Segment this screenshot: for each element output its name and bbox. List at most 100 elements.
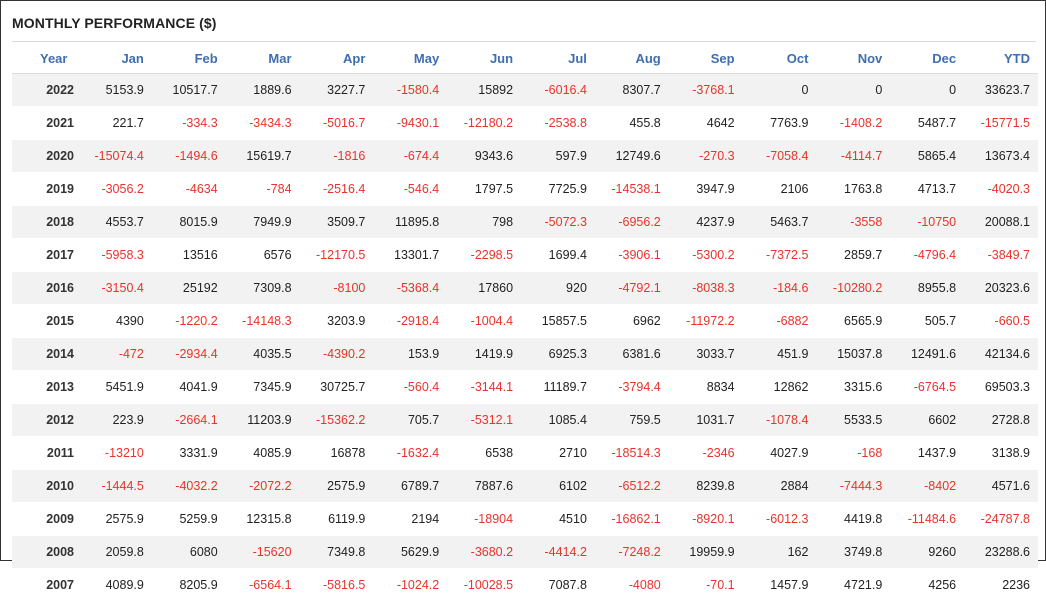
value-cell-dec: 9260 <box>890 535 965 569</box>
value-cell-dec: 0 <box>890 73 965 107</box>
value-cell-dec: -10750 <box>890 205 965 239</box>
value-cell-jul: 6925.3 <box>521 337 595 371</box>
value-cell-nov: -4114.7 <box>816 139 891 173</box>
value-cell-mar: -14148.3 <box>225 304 300 338</box>
value-cell-jan: -3056.2 <box>78 172 152 206</box>
value-cell-feb: 5259.9 <box>151 502 226 536</box>
value-cell-aug: 6962 <box>594 304 669 338</box>
table-row: 2020 -15074.4 -1494.6 15619.7 -1816 -674.4 934… <box>12 139 1038 173</box>
value-cell-oct: 451.9 <box>742 337 817 371</box>
value-cell-ytd: -15771.5 <box>964 106 1038 140</box>
value-cell-dec: 4256 <box>890 568 965 602</box>
value-cell-oct: 12862 <box>742 370 817 404</box>
value-cell-ytd: 2236 <box>964 568 1038 602</box>
value-cell-feb: 4041.9 <box>151 370 226 404</box>
value-cell-jan: 2059.8 <box>78 535 152 569</box>
value-cell-jul: -6016.4 <box>521 73 595 107</box>
year-cell: 2011 <box>12 436 78 470</box>
table-row: 2018 4553.7 8015.9 7949.9 3509.7 11895.8 798 -5… <box>12 205 1038 239</box>
value-cell-mar: 15619.7 <box>225 139 300 173</box>
value-cell-apr: 3203.9 <box>299 304 374 338</box>
value-cell-mar: -6564.1 <box>225 568 300 602</box>
value-cell-sep: -70.1 <box>668 568 743 602</box>
value-cell-sep: -2346 <box>668 436 743 470</box>
value-cell-oct: -1078.4 <box>742 403 817 437</box>
title-divider <box>12 41 1036 42</box>
value-cell-jun: -18904 <box>447 502 522 536</box>
column-header-may: May <box>373 44 448 74</box>
value-cell-aug: 12749.6 <box>594 139 669 173</box>
value-cell-may: 6789.7 <box>373 469 448 503</box>
table-row: 2015 4390 -1220.2 -14148.3 3203.9 -2918.4 -100… <box>12 304 1038 338</box>
value-cell-jun: -3680.2 <box>447 535 522 569</box>
value-cell-aug: -14538.1 <box>594 172 669 206</box>
value-cell-jul: 11189.7 <box>521 370 595 404</box>
value-cell-jun: -5312.1 <box>447 403 522 437</box>
value-cell-apr: 3227.7 <box>299 73 374 107</box>
value-cell-ytd: -3849.7 <box>964 238 1038 272</box>
value-cell-jul: 920 <box>521 271 595 305</box>
value-cell-feb: 6080 <box>151 535 226 569</box>
value-cell-oct: 0 <box>742 73 817 107</box>
value-cell-feb: -4634 <box>151 172 226 206</box>
column-header-nov: Nov <box>816 44 891 74</box>
column-header-sep: Sep <box>668 44 743 74</box>
value-cell-ytd: 2728.8 <box>964 403 1038 437</box>
year-cell: 2020 <box>12 139 78 173</box>
value-cell-aug: -7248.2 <box>594 535 669 569</box>
value-cell-jun: 6538 <box>447 436 522 470</box>
value-cell-apr: -8100 <box>299 271 374 305</box>
table-row: 2011 -13210 3331.9 4085.9 16878 -1632.4 6538 27… <box>12 436 1038 470</box>
table-body: 2022 5153.9 10517.7 1889.6 3227.7 -1580.4 1589… <box>12 73 1038 602</box>
value-cell-sep: -5300.2 <box>668 238 743 272</box>
value-cell-may: -560.4 <box>373 370 448 404</box>
header-row: Year Jan Feb Mar Apr May Jun Jul Aug Sep Oct Nov Dec… <box>12 44 1038 74</box>
value-cell-mar: 1889.6 <box>225 73 300 107</box>
value-cell-jun: -1004.4 <box>447 304 522 338</box>
value-cell-apr: 6119.9 <box>299 502 374 536</box>
value-cell-may: -1632.4 <box>373 436 448 470</box>
value-cell-jan: 2575.9 <box>78 502 152 536</box>
value-cell-ytd: -4020.3 <box>964 172 1038 206</box>
value-cell-jan: 4553.7 <box>78 205 152 239</box>
value-cell-oct: -7058.4 <box>742 139 817 173</box>
value-cell-dec: -6764.5 <box>890 370 965 404</box>
value-cell-dec: 4713.7 <box>890 172 965 206</box>
value-cell-sep: 3947.9 <box>668 172 743 206</box>
value-cell-apr: -15362.2 <box>299 403 374 437</box>
value-cell-jan: -15074.4 <box>78 139 152 173</box>
value-cell-dec: 12491.6 <box>890 337 965 371</box>
value-cell-nov: -7444.3 <box>816 469 891 503</box>
column-header-jul: Jul <box>521 44 595 74</box>
value-cell-apr: -4390.2 <box>299 337 374 371</box>
value-cell-ytd: 23288.6 <box>964 535 1038 569</box>
value-cell-jan: -472 <box>78 337 152 371</box>
value-cell-mar: 12315.8 <box>225 502 300 536</box>
panel-title: MONTHLY PERFORMANCE ($) <box>12 15 217 31</box>
value-cell-jun: 9343.6 <box>447 139 522 173</box>
year-cell: 2018 <box>12 205 78 239</box>
value-cell-may: -674.4 <box>373 139 448 173</box>
year-cell: 2022 <box>12 73 78 107</box>
column-header-apr: Apr <box>299 44 374 74</box>
column-header-aug: Aug <box>594 44 669 74</box>
value-cell-nov: 6565.9 <box>816 304 891 338</box>
value-cell-jun: -3144.1 <box>447 370 522 404</box>
value-cell-jul: 1085.4 <box>521 403 595 437</box>
value-cell-feb: 8205.9 <box>151 568 226 602</box>
value-cell-aug: -4792.1 <box>594 271 669 305</box>
value-cell-sep: 3033.7 <box>668 337 743 371</box>
value-cell-jun: -2298.5 <box>447 238 522 272</box>
value-cell-apr: 2575.9 <box>299 469 374 503</box>
value-cell-feb: -1220.2 <box>151 304 226 338</box>
column-header-oct: Oct <box>742 44 817 74</box>
value-cell-oct: 7763.9 <box>742 106 817 140</box>
value-cell-dec: 8955.8 <box>890 271 965 305</box>
value-cell-dec: -11484.6 <box>890 502 965 536</box>
value-cell-jun: 798 <box>447 205 522 239</box>
year-cell: 2013 <box>12 370 78 404</box>
value-cell-may: -9430.1 <box>373 106 448 140</box>
value-cell-may: 705.7 <box>373 403 448 437</box>
value-cell-jul: -2538.8 <box>521 106 595 140</box>
value-cell-may: -546.4 <box>373 172 448 206</box>
